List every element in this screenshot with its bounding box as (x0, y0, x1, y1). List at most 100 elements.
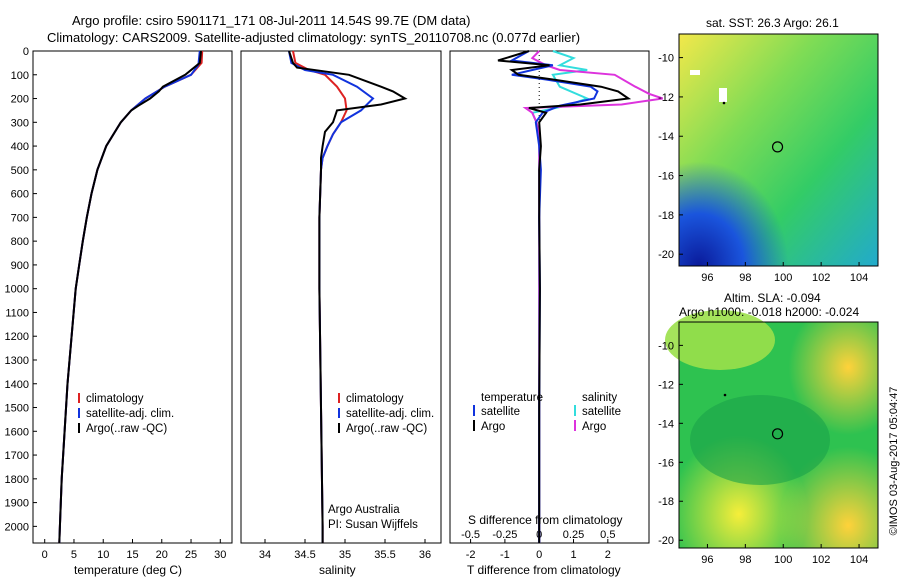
x-tick-label: 10 (97, 549, 109, 561)
x-tick-label: 36 (419, 549, 431, 561)
salinity-panel (240, 50, 442, 544)
sst-map-title: sat. SST: 26.3 Argo: 26.1 (706, 16, 839, 30)
difference-panel (449, 50, 650, 544)
salinity-legend-label: Argo(..raw -QC) (346, 423, 427, 435)
sst-missing-data (690, 70, 700, 75)
depth-tick-label: 400 (11, 141, 29, 153)
argo-position-marker (771, 141, 784, 153)
salinity-legend-label: climatology (346, 393, 404, 405)
depth-tick-label: 1100 (5, 307, 29, 319)
annotation-pi: PI: Susan Wijffels (328, 519, 418, 531)
sla-map-title-2: Argo h1000: -0.018 h2000: -0.024 (679, 305, 860, 319)
x-tick-label: -2 (466, 549, 476, 561)
t-legend-label: Argo (481, 421, 505, 433)
map-lon-label: 100 (774, 272, 792, 284)
map-lon-label: 98 (739, 272, 751, 284)
temperature-legend-label: climatology (86, 393, 144, 405)
temperature-legend-label: Argo(..raw -QC) (86, 423, 167, 435)
annotation-argo-australia: Argo Australia (328, 504, 400, 516)
sst-map (678, 33, 879, 267)
depth-tick-label: 1400 (5, 379, 29, 391)
imos-credit: ©IMOS 03-Aug-2017 05:04:47 (888, 386, 900, 536)
x-tick-label: 20 (156, 549, 168, 561)
t-difference-axis-label: T difference from climatology (467, 563, 621, 577)
map-lat-label: -16 (658, 171, 674, 183)
t-argo-diff-line (497, 50, 632, 543)
s-tick-label: 0.5 (600, 529, 615, 541)
x-tick-label: 1 (570, 549, 576, 561)
sla-map-title-1: Altim. SLA: -0.094 (724, 291, 821, 305)
depth-tick-label: 900 (11, 260, 29, 272)
depth-tick-label: 0 (23, 46, 29, 58)
x-tick-label: 0 (42, 549, 48, 561)
sst-missing-data (719, 88, 727, 102)
temperature-axis-label: temperature (deg C) (74, 563, 183, 577)
depth-tick-label: 2000 (5, 521, 29, 533)
x-tick-label: 2 (605, 549, 611, 561)
temperature-legend-label: satellite-adj. clim. (86, 408, 174, 420)
map-lon-label: 96 (701, 554, 713, 566)
depth-tick-label: 1200 (5, 331, 29, 343)
depth-tick-label: 600 (11, 189, 29, 201)
map-lat-label: -16 (658, 457, 674, 469)
map-lat-label: -18 (658, 210, 674, 222)
temperature-panel (32, 50, 233, 544)
map-lon-label: 104 (850, 554, 868, 566)
temperature-series-line (58, 50, 202, 544)
map-lat-label: -20 (658, 249, 674, 261)
depth-tick-label: 1800 (5, 474, 29, 486)
x-tick-label: 34 (259, 549, 271, 561)
depth-tick-label: 1900 (5, 498, 29, 510)
map-lat-label: -20 (658, 535, 674, 547)
map-lon-label: 104 (850, 272, 868, 284)
map-lat-label: -14 (658, 418, 674, 430)
depth-tick-label: 100 (11, 70, 29, 82)
s-tick-label: -0.5 (461, 529, 480, 541)
salinity-series-line (288, 50, 408, 543)
float-track-point (722, 101, 726, 105)
depth-tick-label: 800 (11, 236, 29, 248)
s-legend-heading: salinity (582, 392, 617, 404)
map-lon-label: 100 (774, 554, 792, 566)
depth-tick-label: 500 (11, 165, 29, 177)
t-legend-heading: temperature (481, 392, 543, 404)
salinity-axis-label: salinity (319, 563, 356, 577)
x-tick-label: 0 (536, 549, 542, 561)
x-tick-label: 34.5 (294, 549, 315, 561)
map-lon-label: 102 (812, 554, 830, 566)
depth-tick-label: 1300 (5, 355, 29, 367)
sla-map (665, 310, 879, 549)
s-tick-label: 0.25 (563, 529, 584, 541)
s-difference-axis-label: S difference from climatology (468, 513, 623, 527)
map-lat-label: -12 (658, 379, 674, 391)
x-tick-label: 30 (214, 549, 226, 561)
x-tick-label: 15 (126, 549, 138, 561)
x-tick-label: -1 (500, 549, 510, 561)
s-tick-label: -0.25 (492, 529, 517, 541)
x-tick-label: 35.5 (374, 549, 395, 561)
x-tick-label: 25 (185, 549, 197, 561)
x-tick-label: 35 (339, 549, 351, 561)
map-lat-label: -18 (658, 496, 674, 508)
map-lon-label: 96 (701, 272, 713, 284)
map-lon-label: 102 (812, 272, 830, 284)
depth-tick-label: 700 (11, 212, 29, 224)
depth-tick-label: 1700 (5, 450, 29, 462)
map-lat-label: -10 (658, 340, 674, 352)
x-tick-label: 5 (71, 549, 77, 561)
depth-tick-label: 1500 (5, 403, 29, 415)
depth-tick-label: 1600 (5, 426, 29, 438)
map-lat-label: -14 (658, 131, 674, 143)
salinity-legend-label: satellite-adj. clim. (346, 408, 434, 420)
depth-tick-label: 1000 (5, 284, 29, 296)
map-lat-label: -12 (658, 92, 674, 104)
title-line-2: Climatology: CARS2009. Satellite-adjuste… (47, 30, 581, 45)
s-legend-label: Argo (582, 421, 606, 433)
s-legend-label: satellite (582, 406, 621, 418)
depth-tick-label: 200 (11, 94, 29, 106)
argo-position-marker (771, 428, 784, 440)
float-track-point (723, 393, 727, 397)
t-legend-label: satellite (481, 406, 520, 418)
map-lat-label: -10 (658, 53, 674, 65)
